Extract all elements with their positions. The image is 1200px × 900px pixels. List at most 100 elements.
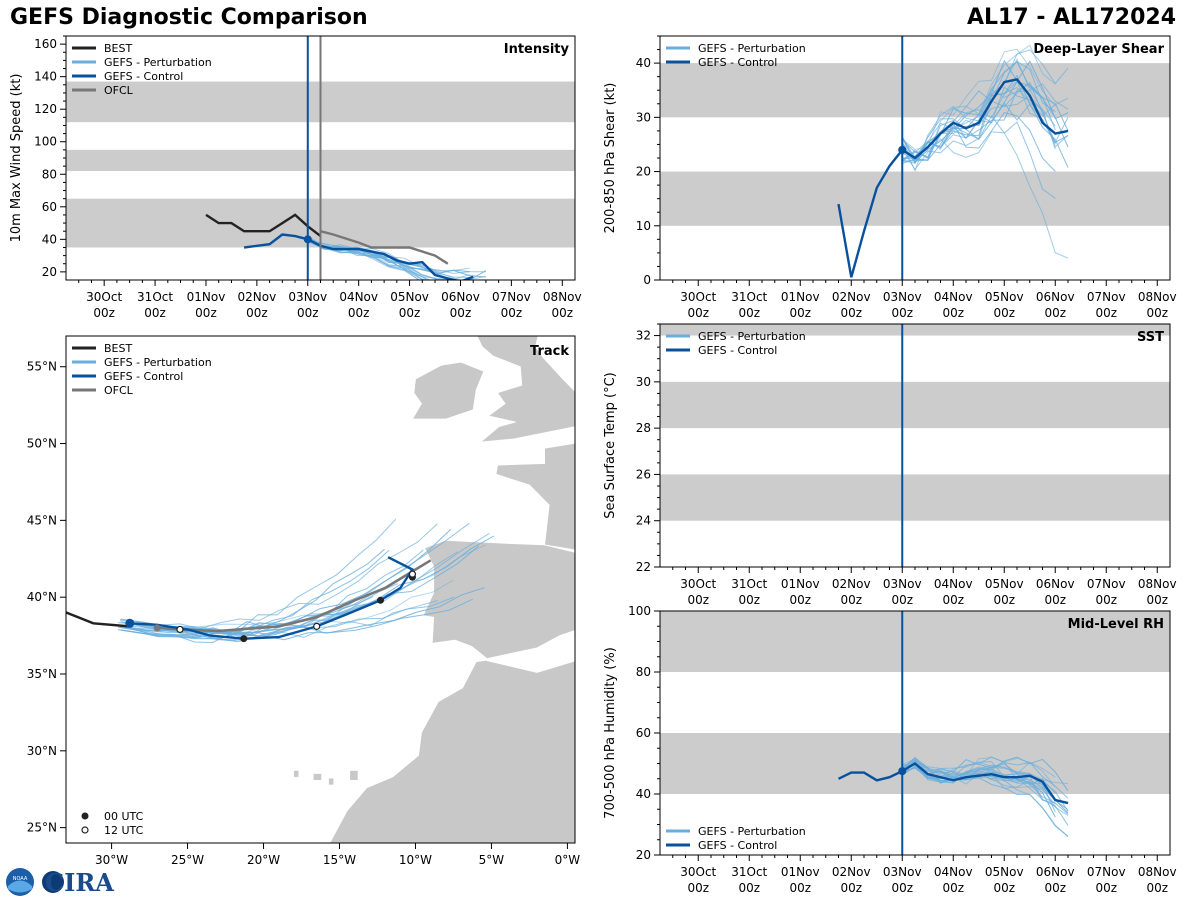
perturbation-track — [119, 596, 455, 638]
legend-label-control: GEFS - Control — [698, 344, 777, 357]
land-iberia — [422, 539, 575, 660]
y-tick-label: 50°N — [27, 437, 57, 451]
x-tick-label-hour: 00z — [1095, 881, 1117, 895]
legend-label-perturbation: GEFS - Perturbation — [104, 356, 212, 369]
perturbation-line — [902, 756, 1069, 799]
x-tick-label-day: 01Nov — [781, 290, 820, 304]
y-tick-label: 80 — [636, 665, 651, 679]
legend-label-perturbation: GEFS - Perturbation — [104, 56, 212, 69]
x-tick-label-day: 08Nov — [1138, 290, 1177, 304]
y-tick-label: 40°N — [27, 590, 57, 604]
x-tick-label-hour: 00z — [195, 306, 217, 320]
x-tick-label-hour: 00z — [993, 306, 1015, 320]
x-tick-label-hour: 00z — [687, 306, 709, 320]
land-ireland — [411, 361, 485, 420]
legend-label-12utc: 12 UTC — [104, 824, 144, 837]
x-tick-label-hour: 00z — [738, 306, 760, 320]
track-point-00utc — [240, 635, 248, 643]
x-tick-label-day: 04Nov — [934, 290, 973, 304]
x-tick-label-hour: 00z — [1044, 593, 1066, 607]
x-tick-label-hour: 00z — [840, 593, 862, 607]
track-point-00utc — [125, 618, 135, 628]
y-tick-label: 30 — [636, 110, 651, 124]
shaded-band — [660, 381, 1170, 429]
land-canary-island — [328, 778, 334, 785]
y-tick-label: 80 — [42, 167, 57, 181]
x-tick-label-day: 02Nov — [832, 865, 871, 879]
land-canary-island — [293, 770, 299, 777]
perturbation-line — [901, 60, 1056, 164]
x-tick-label-day: 01Nov — [187, 290, 226, 304]
x-tick-label-hour: 00z — [551, 306, 573, 320]
perturbation-line — [901, 131, 1069, 259]
x-tick-label-hour: 00z — [450, 306, 472, 320]
x-tick-label-hour: 00z — [840, 881, 862, 895]
perturbation-line — [902, 81, 1069, 164]
ofcl-track-point — [153, 624, 161, 632]
y-tick-label: 26 — [636, 467, 651, 481]
y-tick-label: 32 — [636, 329, 651, 343]
perturbation-track — [119, 598, 473, 643]
y-tick-label: 35°N — [27, 667, 57, 681]
x-tick-label-hour: 00z — [840, 306, 862, 320]
x-tick-label-hour: 00z — [891, 881, 913, 895]
x-tick-label: 20°W — [247, 853, 280, 867]
x-tick-label-day: 30Oct — [86, 290, 122, 304]
x-tick-label-day: 03Nov — [883, 865, 922, 879]
y-tick-label: 0 — [643, 273, 651, 287]
x-tick-label-day: 08Nov — [1138, 577, 1177, 591]
x-tick-label-hour: 00z — [1095, 306, 1117, 320]
y-axis-label: 10m Max Wind Speed (kt) — [9, 74, 24, 243]
x-tick-label-hour: 00z — [501, 306, 523, 320]
perturbation-track — [126, 548, 385, 636]
y-tick-label: 10 — [636, 219, 651, 233]
best-track-line — [66, 611, 130, 628]
sst-panel: 30Oct 00z 31Oct 00z 01Nov 00z 02Nov 00z 03Nov 00z… — [603, 323, 1177, 607]
perturbation-line — [901, 49, 1069, 172]
y-axis-label: Sea Surface Temp (°C) — [603, 372, 618, 519]
cira-globe-icon — [42, 871, 64, 893]
x-tick-label-day: 31Oct — [731, 865, 767, 879]
panel-title: SST — [1137, 330, 1164, 345]
x-tick-label-hour: 00z — [942, 593, 964, 607]
x-tick-label-day: 05Nov — [390, 290, 429, 304]
legend-label-control: GEFS - Control — [104, 370, 183, 383]
perturbation-line — [307, 241, 426, 280]
x-tick-label: 0°W — [555, 853, 581, 867]
x-tick-label-day: 07Nov — [1087, 577, 1126, 591]
x-tick-label-day: 05Nov — [985, 290, 1024, 304]
x-tick-label-day: 01Nov — [781, 865, 820, 879]
y-tick-label: 20 — [42, 265, 57, 279]
plot-area — [837, 756, 1069, 838]
y-tick-label: 40 — [636, 787, 651, 801]
land-great-britain — [476, 336, 575, 443]
x-tick-label-hour: 00z — [1146, 881, 1168, 895]
x-tick-label-day: 06Nov — [1036, 865, 1075, 879]
y-tick-label: 20 — [636, 165, 651, 179]
legend-label-00utc: 00 UTC — [104, 810, 144, 823]
x-tick-label-hour: 00z — [1044, 306, 1066, 320]
x-tick-label-hour: 00z — [942, 306, 964, 320]
perturbation-track — [125, 551, 459, 639]
legend-label-best: BEST — [104, 42, 132, 55]
legend-label-control: GEFS - Control — [698, 839, 777, 852]
y-tick-label: 140 — [34, 70, 57, 84]
track-point-12utc — [313, 622, 321, 630]
x-tick-label-hour: 00z — [789, 593, 811, 607]
x-tick-label-hour: 00z — [1044, 881, 1066, 895]
y-tick-label: 120 — [34, 102, 57, 116]
y-tick-label: 30 — [636, 375, 651, 389]
x-tick-label-hour: 00z — [399, 306, 421, 320]
noaa-cira-logo: NOAA CIRA — [6, 868, 114, 897]
axes-frame — [659, 323, 1171, 568]
shaded-band — [660, 324, 1170, 336]
x-tick-label-day: 05Nov — [985, 865, 1024, 879]
x-tick-label: 5°W — [479, 853, 505, 867]
y-tick-label: 28 — [636, 421, 651, 435]
track-panel: 30°W 25°W 20°W 15°W 10°W 5°W 0°W 25°N 30°N 35°N 40… — [27, 335, 581, 867]
panel-title: Track — [530, 344, 569, 359]
x-tick-label-day: 04Nov — [934, 577, 973, 591]
x-tick-label-hour: 00z — [348, 306, 370, 320]
x-tick-label-day: 08Nov — [543, 290, 582, 304]
